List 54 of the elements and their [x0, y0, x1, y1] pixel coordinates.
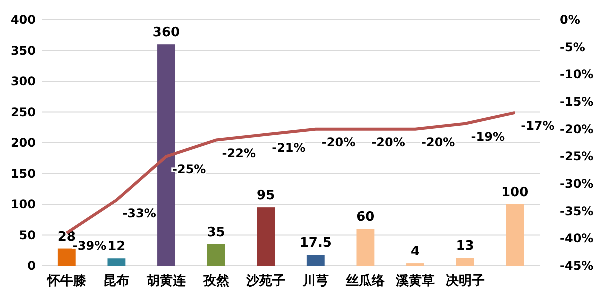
- x-tick-label: 孜然: [202, 274, 230, 289]
- x-tick-label: 丝瓜络: [345, 273, 386, 289]
- y-tick-label: 350: [10, 44, 36, 58]
- x-tick-label: 胡黄连: [146, 274, 187, 289]
- x-tick-label: 怀牛膝: [46, 274, 88, 289]
- bar: [58, 248, 76, 266]
- y2-tick-label: -15%: [560, 95, 594, 109]
- data-label: -19%: [471, 130, 506, 144]
- data-label: 17.5: [300, 236, 332, 252]
- y2-tick-label: -20%: [560, 122, 594, 136]
- data-label: 360: [152, 26, 180, 41]
- data-label: -33%: [122, 206, 156, 220]
- data-label: -20%: [422, 135, 456, 150]
- data-label: 28: [58, 230, 76, 245]
- x-tick-label: 昆布: [104, 274, 130, 289]
- data-label: 12: [108, 240, 126, 255]
- data-label: 35: [207, 225, 226, 240]
- bar: [306, 255, 325, 266]
- x-tick-label: 川芎: [302, 273, 329, 289]
- x-tick-label: 决明子: [446, 273, 485, 289]
- y-tick-label: 0: [28, 259, 36, 273]
- data-label: -22%: [222, 146, 256, 160]
- data-label: -20%: [372, 135, 406, 150]
- x-tick-label: 沙苑子: [246, 273, 286, 289]
- y-tick-label: 200: [10, 136, 36, 150]
- bar: [456, 258, 474, 266]
- y2-tick-label: -5%: [560, 40, 586, 54]
- bar: [257, 208, 276, 266]
- y2-tick-label: -45%: [560, 259, 594, 273]
- data-label: 100: [502, 186, 529, 200]
- y-tick-label: 150: [10, 166, 36, 181]
- data-label: -17%: [521, 118, 555, 133]
- y-tick-label: 300: [10, 74, 36, 88]
- y2-tick-label: -30%: [560, 177, 594, 191]
- y-tick-label: 400: [10, 13, 36, 27]
- y-tick-label: 50: [19, 228, 36, 242]
- data-label: -20%: [322, 135, 356, 150]
- y2-tick-label: -10%: [560, 68, 594, 82]
- x-tick-label: 溪黄草: [395, 274, 435, 289]
- data-label: 60: [356, 210, 375, 226]
- y2-tick-label: -25%: [560, 150, 594, 164]
- bar: [207, 244, 226, 266]
- data-label: 95: [257, 188, 276, 204]
- data-label: 4: [410, 244, 420, 260]
- data-label: 13: [456, 239, 474, 254]
- y2-tick-label: -35%: [560, 204, 594, 218]
- bar: [356, 229, 375, 266]
- data-label: -21%: [272, 140, 306, 155]
- y-tick-label: 100: [10, 198, 36, 212]
- bar: [108, 258, 126, 266]
- y2-tick-label: 0%: [560, 13, 580, 27]
- y2-tick-label: -40%: [560, 232, 594, 246]
- y-tick-label: 250: [10, 105, 36, 120]
- bar: [506, 204, 524, 266]
